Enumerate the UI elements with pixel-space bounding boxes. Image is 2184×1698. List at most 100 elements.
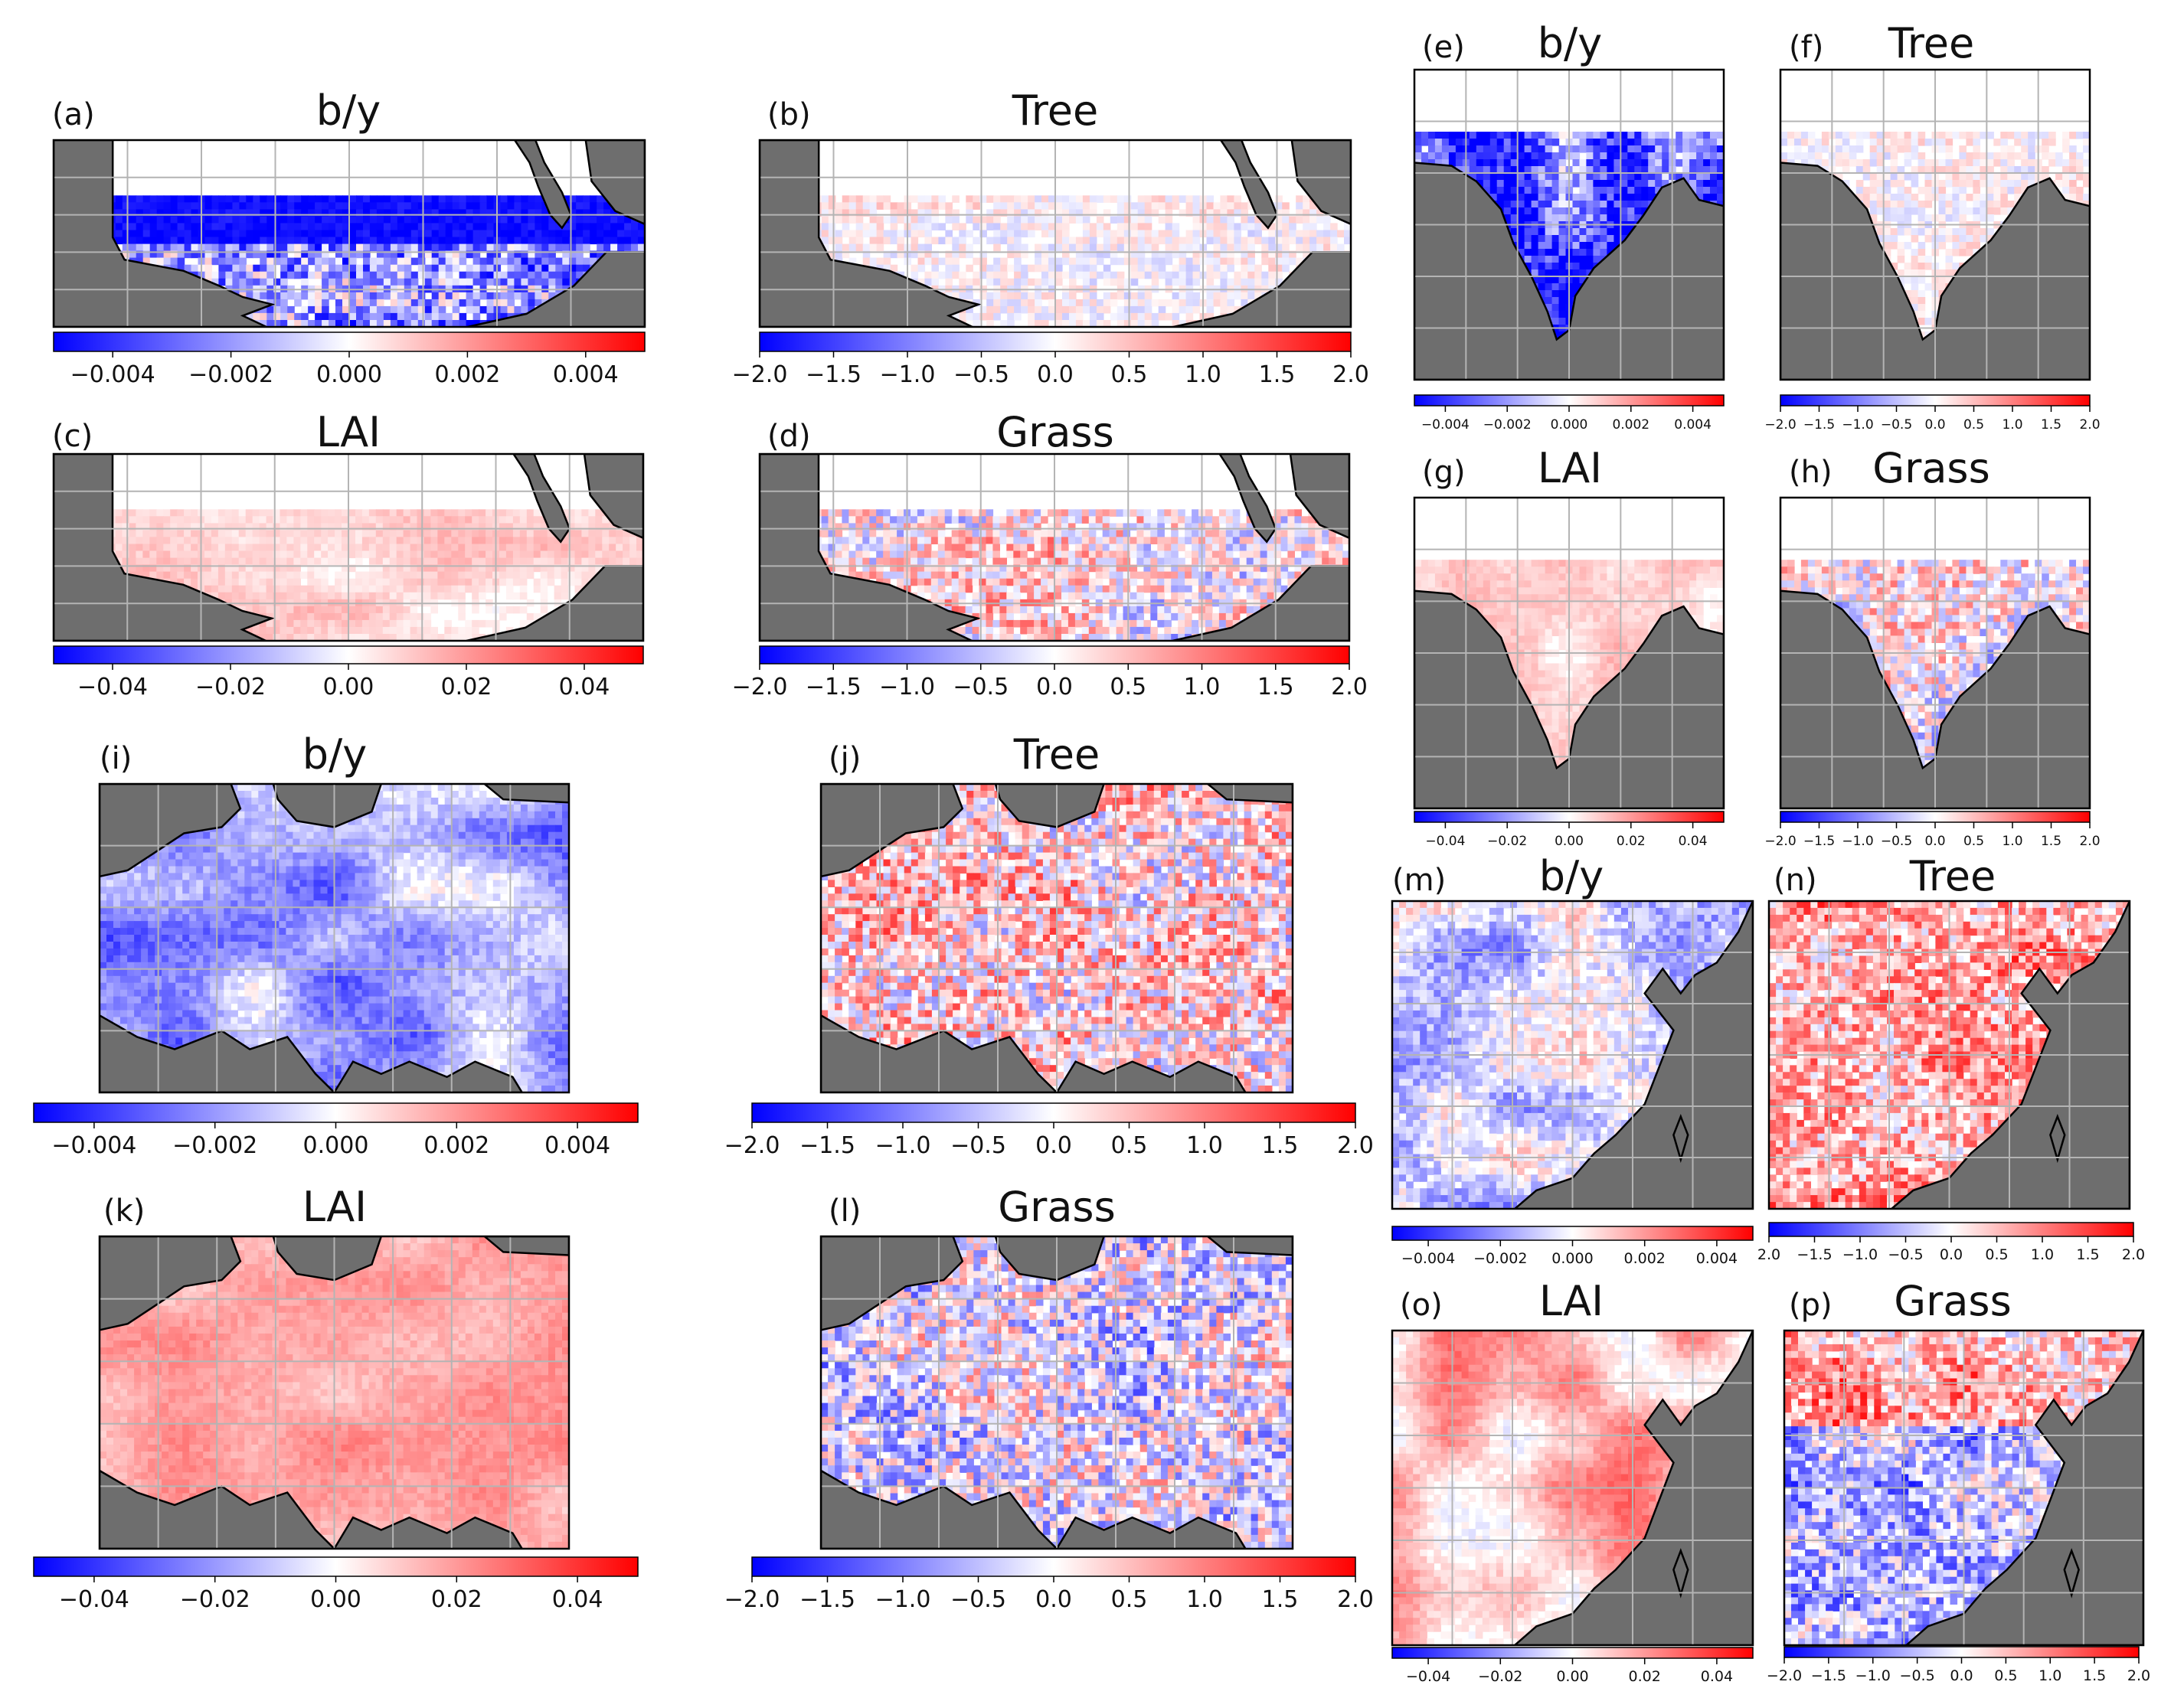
heatmap-cell	[438, 257, 446, 266]
heatmap-cell	[1192, 195, 1201, 203]
heatmap-cell	[623, 530, 630, 537]
heatmap-cell	[616, 544, 623, 552]
heatmap-cell	[917, 516, 925, 524]
heatmap-cell	[1254, 223, 1262, 230]
heatmap-cell	[342, 619, 349, 628]
heatmap-cell	[252, 523, 260, 531]
heatmap-cell	[1006, 537, 1014, 544]
heatmap-cell	[438, 195, 446, 203]
heatmap-cell	[1074, 530, 1083, 537]
heatmap-cell	[514, 209, 521, 217]
heatmap-cell	[507, 299, 515, 307]
heatmap-cell	[437, 544, 445, 552]
heatmap-cell	[239, 250, 247, 259]
heatmap-cell	[1164, 516, 1172, 524]
colorbar-tick-label: 0.5	[1111, 361, 1148, 388]
heatmap-cell	[505, 516, 514, 524]
heatmap-cell	[1287, 509, 1295, 517]
heatmap-cell	[321, 612, 329, 621]
heatmap-cell	[307, 592, 315, 600]
heatmap-cell	[924, 523, 932, 531]
heatmap-cell	[1206, 299, 1215, 307]
heatmap-cell	[1089, 257, 1097, 266]
heatmap-cell	[1179, 320, 1187, 327]
heatmap-cell	[444, 557, 452, 566]
heatmap-cell	[951, 544, 960, 552]
heatmap-cell	[355, 544, 363, 552]
heatmap-cell	[122, 230, 130, 238]
heatmap-cell	[245, 516, 253, 524]
heatmap-cell	[528, 278, 535, 286]
heatmap-cell	[505, 557, 514, 566]
heatmap-cell	[1296, 243, 1303, 252]
heatmap-cell	[1225, 530, 1234, 537]
heatmap-cell	[1089, 195, 1097, 203]
heatmap-cell	[876, 202, 884, 210]
heatmap-cell	[129, 216, 137, 224]
heatmap-cell	[595, 530, 603, 537]
heatmap-cell	[999, 523, 1007, 531]
heatmap-cell	[342, 312, 350, 321]
heatmap-cell	[451, 516, 459, 524]
heatmap-cell	[603, 223, 611, 230]
heatmap-cell	[574, 523, 583, 531]
heatmap-cell	[122, 223, 130, 230]
heatmap-cell	[521, 305, 528, 314]
heatmap-cell	[361, 578, 370, 586]
heatmap-cell	[1275, 202, 1283, 210]
heatmap-cell	[883, 537, 891, 544]
heatmap-cell	[204, 209, 213, 217]
heatmap-cell	[1054, 537, 1062, 544]
heatmap-cell	[993, 299, 1001, 307]
heatmap-cell	[280, 571, 288, 580]
heatmap-cell	[638, 237, 645, 245]
heatmap-cell	[231, 564, 240, 573]
heatmap-cell	[835, 509, 843, 517]
heatmap-cell	[170, 530, 178, 537]
heatmap-cell	[382, 612, 391, 621]
heatmap-cell	[1067, 530, 1076, 537]
heatmap-cell	[862, 209, 871, 217]
heatmap-cell	[869, 257, 878, 266]
heatmap-cell	[459, 278, 467, 286]
heatmap-cell	[1054, 530, 1062, 537]
heatmap-cell	[1000, 292, 1008, 300]
heatmap-cell	[528, 209, 535, 217]
heatmap-cell	[259, 530, 267, 537]
heatmap-cell	[1289, 237, 1296, 245]
heatmap-cell	[452, 250, 460, 259]
heatmap-cell	[1088, 523, 1097, 531]
heatmap-cell	[1342, 537, 1349, 544]
heatmap-cell	[526, 550, 535, 559]
heatmap-cell	[1117, 320, 1125, 327]
panel-label: (b)	[767, 97, 811, 132]
heatmap-cell	[142, 223, 151, 230]
heatmap-cell	[321, 592, 329, 600]
heatmap-cell	[1123, 202, 1132, 210]
heatmap-cell	[1192, 523, 1199, 531]
heatmap-cell	[569, 202, 577, 210]
heatmap-cell	[231, 523, 240, 531]
heatmap-cell	[466, 299, 474, 307]
heatmap-cell	[1055, 237, 1063, 245]
heatmap-cell	[500, 312, 508, 321]
heatmap-cell	[217, 557, 226, 566]
heatmap-cell	[911, 537, 918, 544]
heatmap-cell	[273, 634, 281, 641]
heatmap-cell	[588, 523, 596, 531]
heatmap-cell	[417, 216, 426, 224]
heatmap-cell	[1055, 278, 1063, 286]
heatmap-cell	[848, 530, 856, 537]
heatmap-cell	[528, 230, 535, 238]
heatmap-cell	[122, 530, 130, 537]
heatmap-cell	[218, 237, 226, 245]
heatmap-cell	[410, 571, 418, 580]
heatmap-cell	[1227, 250, 1234, 259]
heatmap-cell	[528, 292, 535, 300]
heatmap-cell	[1088, 516, 1097, 524]
heatmap-cell	[286, 606, 294, 614]
heatmap-cell	[403, 634, 411, 641]
heatmap-cell	[1021, 250, 1028, 259]
heatmap-cell	[217, 509, 226, 517]
heatmap-cell	[1061, 516, 1069, 524]
